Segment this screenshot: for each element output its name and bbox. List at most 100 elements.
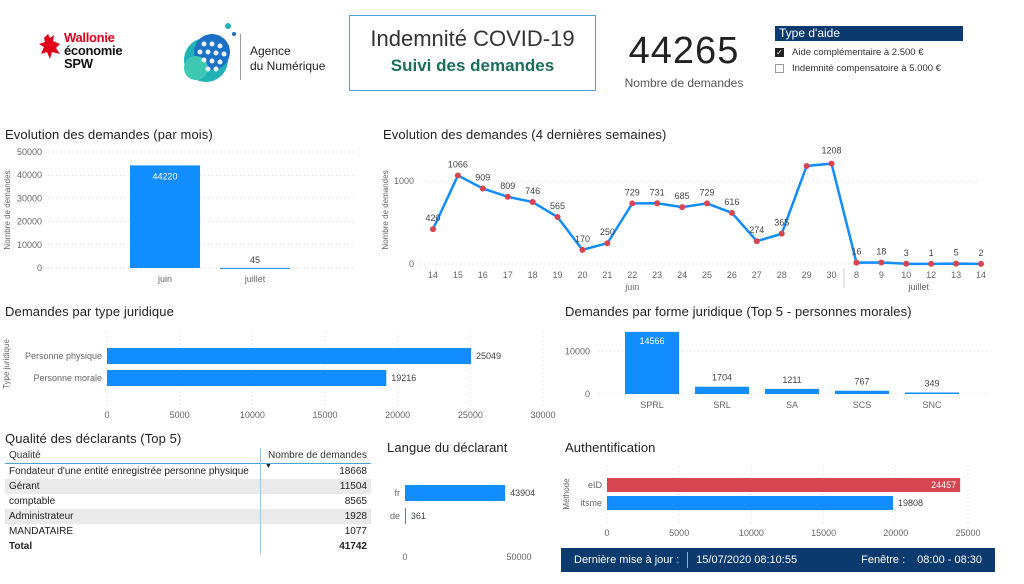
table-cell: MANDATAIRE [9, 526, 74, 537]
x-tick-label: 25 [702, 270, 712, 280]
data-point [579, 246, 586, 253]
data-label: 767 [854, 377, 869, 387]
kpi-label: Nombre de demandes [624, 76, 744, 90]
table-row[interactable]: comptable 8565 [5, 494, 371, 509]
x-tick-label: 14 [428, 270, 438, 280]
y-axis-label: Nombre de demandes [381, 170, 390, 249]
window-value: 08:00 - 08:30 [917, 554, 982, 566]
data-label: 365 [774, 218, 789, 228]
column-header-nombre-label: Nombre de demandes [268, 450, 367, 461]
data-label: 909 [475, 172, 490, 182]
table-total-value: 41742 [259, 539, 371, 554]
table-cell: Gérant [9, 481, 40, 492]
chart-auth-title: Authentification [565, 440, 656, 455]
data-label: 1 [929, 248, 934, 258]
x-tick-label: 10000 [739, 528, 764, 538]
data-point [454, 172, 461, 179]
data-label: 1066 [448, 159, 468, 169]
category-label: de [390, 511, 400, 521]
y-axis-label: Méthode [562, 478, 571, 510]
chart-forme-title: Demandes par forme juridique (Top 5 - pe… [565, 304, 912, 319]
month-label: juin [624, 282, 639, 292]
x-tick-label: 9 [879, 270, 884, 280]
data-label: 349 [924, 379, 939, 389]
x-tick-label: 18 [528, 270, 538, 280]
x-tick-label: SPRL [640, 400, 664, 410]
checkbox-empty-icon[interactable] [775, 63, 784, 73]
column-header-qualite[interactable]: Qualité [9, 450, 41, 461]
y-tick-label: 0 [409, 259, 414, 269]
sort-desc-icon: ▼ [264, 463, 272, 470]
data-label: 565 [550, 201, 565, 211]
table-cell: 18668 [259, 463, 371, 479]
page-title: Indemnité COVID-19 [370, 26, 575, 51]
x-tick-label: 26 [727, 270, 737, 280]
data-label: 729 [625, 187, 640, 197]
bar [107, 370, 387, 386]
kpi-card: 44265 Nombre de demandes [610, 28, 758, 98]
x-tick-label: 20 [577, 270, 587, 280]
data-label: 746 [525, 186, 540, 196]
slicer-option-label: Aide complémentaire à 2.500 € [792, 46, 924, 58]
data-label: 809 [500, 181, 515, 191]
logo-economie-text: économie [64, 43, 123, 58]
rooster-icon [39, 34, 60, 59]
chart-langue-title: Langue du déclarant [387, 440, 508, 455]
table-cell: Administrateur [9, 511, 74, 522]
data-point [928, 260, 935, 267]
data-label: 420 [425, 213, 440, 223]
table-total-row: Total 41742 [5, 539, 371, 554]
table-row[interactable]: Administrateur 1928 [5, 509, 371, 524]
qualite-table: Qualité Nombre de demandes ▼ Fondateur d… [5, 448, 371, 554]
data-point [828, 160, 835, 167]
table-cell: 8565 [259, 494, 371, 509]
x-tick-label: 5000 [170, 410, 190, 420]
data-point [953, 260, 960, 267]
logo-divider [240, 34, 241, 80]
data-point [753, 238, 760, 245]
x-tick-label: 29 [802, 270, 812, 280]
data-label: 729 [699, 187, 714, 197]
window-label: Fenêtre : [861, 554, 906, 566]
data-label: 14566 [639, 336, 664, 346]
x-tick-label: 27 [752, 270, 762, 280]
data-label: 731 [650, 187, 665, 197]
data-label: 170 [575, 234, 590, 244]
x-tick-label: 19 [553, 270, 563, 280]
data-label: 19808 [898, 498, 923, 508]
checkbox-checked-icon[interactable]: ✓ [775, 47, 784, 57]
y-tick-label: 20000 [17, 217, 42, 227]
y-axis-label: Nombre de demandes [3, 170, 12, 249]
bar [405, 485, 506, 501]
data-label: 44220 [152, 171, 177, 181]
data-label: 24457 [931, 480, 956, 490]
data-point [529, 199, 536, 206]
bar [765, 388, 819, 394]
table-row[interactable]: Fondateur d'une entité enregistrée perso… [5, 463, 371, 479]
chart-forme: 10000 0 14566 SPRL 1704 SRL 1211 SA 767 SCS 349 SNC [565, 331, 990, 410]
data-point [629, 200, 636, 207]
bar [625, 331, 679, 394]
x-tick-label: 15000 [811, 528, 836, 538]
y-tick-label: 0 [585, 389, 590, 399]
column-header-nombre[interactable]: Nombre de demandes ▼ [259, 448, 371, 470]
slicer-option-indemnite[interactable]: Indemnité compensatoire à 5.000 € [775, 61, 963, 75]
x-tick-label: 12 [926, 270, 936, 280]
table-cell: 1077 [259, 524, 371, 539]
chart-monthly: 50000 40000 30000 20000 10000 0 Nombre de dema… [3, 147, 355, 284]
slicer-title: Type d'aide [775, 26, 963, 41]
x-tick-label: juin [157, 274, 172, 284]
logo-agence-text: Agence [250, 44, 291, 58]
table-row[interactable]: MANDATAIRE 1077 [5, 524, 371, 539]
footer-bar: Dernière mise à jour : 15/07/2020 08:10:… [561, 548, 995, 572]
dots-logo-icon [184, 23, 236, 82]
slicer-option-aide[interactable]: ✓ Aide complémentaire à 2.500 € [775, 45, 963, 59]
data-point [679, 204, 686, 211]
data-point [853, 259, 860, 266]
kpi-value: 44265 [628, 30, 740, 72]
slicer-option-label: Indemnité compensatoire à 5.000 € [792, 62, 941, 74]
data-point [654, 200, 661, 207]
table-row[interactable]: Gérant 11504 [5, 479, 371, 494]
table-cell: Fondateur d'une entité enregistrée perso… [9, 466, 249, 477]
data-point [430, 226, 436, 233]
